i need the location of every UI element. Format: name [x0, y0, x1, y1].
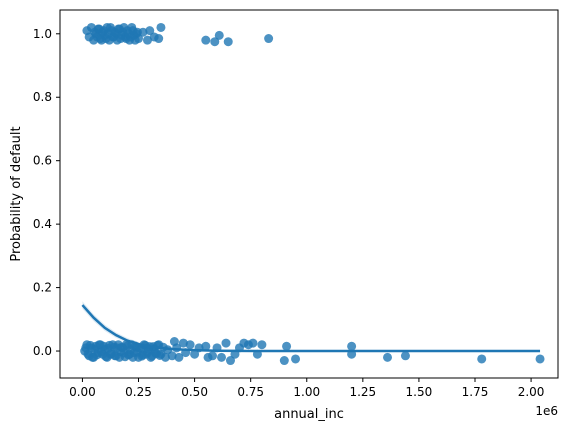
data-point	[154, 34, 164, 44]
data-point	[291, 354, 301, 364]
data-point	[167, 351, 177, 361]
x-tick-label: 1.75	[462, 385, 489, 399]
data-point	[201, 341, 211, 351]
data-point	[132, 27, 142, 37]
x-tick-label: 0.75	[237, 385, 264, 399]
data-point	[145, 26, 155, 36]
data-point	[279, 356, 289, 366]
fit-line-layer	[81, 301, 541, 353]
plot-frame	[59, 9, 559, 379]
x-axis-ticks: 0.00 0.25 0.50 0.75 1.00 1.25 1.50 1.75 2.00	[69, 378, 544, 399]
data-point	[248, 338, 258, 348]
data-point	[130, 35, 140, 45]
data-point	[264, 34, 274, 44]
x-tick-label: 0.50	[181, 385, 208, 399]
data-point	[208, 351, 218, 361]
data-point	[156, 22, 166, 32]
data-point	[190, 349, 200, 359]
y-axis-label: Probability of default	[9, 126, 24, 261]
x-tick-label: 1.25	[349, 385, 376, 399]
data-point	[210, 37, 220, 47]
data-point	[223, 37, 233, 47]
data-point	[201, 35, 211, 45]
y-tick-label: 0.0	[33, 344, 52, 358]
x-tick-label: 2.00	[518, 385, 545, 399]
x-axis-label: annual_inc	[274, 407, 344, 422]
data-point	[225, 356, 235, 366]
x-tick-label: 1.00	[293, 385, 320, 399]
y-axis-ticks: 0.0 0.2 0.4 0.6 0.8 1.0	[33, 27, 60, 358]
data-point	[174, 352, 184, 362]
y-tick-label: 0.4	[33, 217, 52, 231]
data-point	[185, 340, 195, 350]
data-point	[257, 340, 267, 350]
x-tick-label: 0.00	[69, 385, 96, 399]
data-point	[221, 338, 231, 348]
y-tick-label: 1.0	[33, 27, 52, 41]
data-point	[217, 352, 227, 362]
data-point	[347, 341, 357, 351]
data-point	[477, 354, 487, 364]
data-point	[535, 354, 545, 364]
y-tick-label: 0.8	[33, 90, 52, 104]
data-point	[400, 351, 410, 361]
y-tick-label: 0.6	[33, 154, 52, 168]
data-point	[178, 338, 188, 348]
x-tick-label: 0.25	[125, 385, 152, 399]
y-tick-label: 0.2	[33, 281, 52, 295]
data-point	[142, 35, 152, 45]
data-point	[282, 341, 292, 351]
x-tick-label: 1.50	[406, 385, 433, 399]
x-offset-label: 1e6	[535, 404, 558, 418]
plot-area	[60, 10, 558, 378]
fit-line	[81, 304, 541, 353]
data-point	[119, 22, 129, 32]
data-point	[214, 30, 224, 40]
data-point	[383, 352, 393, 362]
data-point	[155, 350, 165, 360]
